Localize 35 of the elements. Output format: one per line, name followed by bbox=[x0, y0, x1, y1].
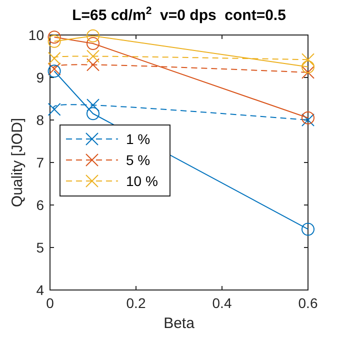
point bbox=[302, 60, 314, 74]
point bbox=[48, 64, 61, 78]
point bbox=[48, 62, 61, 76]
y-tick-label: 4 bbox=[36, 282, 44, 298]
point bbox=[302, 222, 314, 236]
point bbox=[86, 98, 100, 112]
y-tick-label: 9 bbox=[36, 70, 44, 86]
point bbox=[48, 30, 61, 44]
point bbox=[48, 52, 61, 65]
point bbox=[302, 111, 314, 124]
point bbox=[86, 29, 100, 42]
point bbox=[302, 66, 314, 79]
point bbox=[48, 34, 61, 48]
x-tick-label: 0 bbox=[46, 295, 54, 311]
y-tick-label: 7 bbox=[36, 154, 44, 170]
legend-label: 5 % bbox=[126, 152, 150, 168]
point bbox=[86, 107, 100, 120]
y-tick-label: 8 bbox=[36, 112, 44, 128]
point bbox=[86, 37, 100, 50]
point bbox=[302, 114, 314, 126]
y-tick-label: 6 bbox=[36, 197, 44, 213]
y-axis-title: Quality [JOD] bbox=[9, 118, 26, 208]
x-tick-label: 0.4 bbox=[212, 295, 232, 311]
point bbox=[302, 53, 314, 66]
chart-title: L=65 cd/m$^{2}$ v=0 dps cont=0.5 bbox=[72, 5, 286, 24]
x-tick-label: 0.2 bbox=[126, 295, 146, 311]
y-tick-label: 5 bbox=[36, 240, 44, 256]
point bbox=[48, 102, 61, 116]
x-tick-label: 0.6 bbox=[298, 295, 318, 311]
x-axis-title: Beta bbox=[164, 315, 196, 332]
legend-label: 1 % bbox=[126, 131, 150, 147]
y-tick-label: 10 bbox=[28, 27, 44, 43]
point bbox=[86, 58, 100, 72]
point bbox=[86, 50, 100, 63]
legend-label: 10 % bbox=[126, 173, 158, 189]
